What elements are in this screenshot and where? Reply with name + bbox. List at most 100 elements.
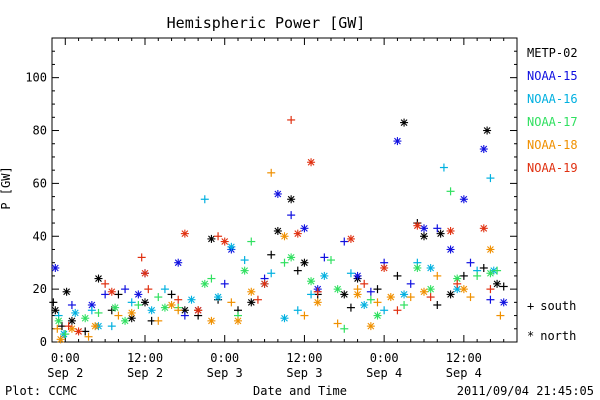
north-point: [260, 279, 269, 288]
north-point: [74, 327, 83, 336]
south-point: [293, 266, 302, 275]
south-point: [114, 290, 123, 299]
north-point: [353, 271, 362, 280]
south-point: [373, 298, 382, 307]
marker-key: + south * north: [527, 299, 576, 343]
south-point: [400, 300, 409, 309]
south-point: [360, 279, 369, 288]
north-point: [400, 290, 409, 299]
north-point: [380, 263, 389, 272]
south-point: [496, 311, 505, 320]
north-point: [207, 316, 216, 325]
north-point: [200, 279, 209, 288]
y-axis-label: P [GW]: [0, 166, 13, 209]
plot-border: [51, 37, 518, 343]
marker-label: south: [540, 299, 576, 313]
north-point: [247, 287, 256, 296]
south-point: [446, 187, 455, 196]
south-point: [486, 295, 495, 304]
north-point: [426, 263, 435, 272]
south-point: [346, 303, 355, 312]
south-point: [293, 306, 302, 315]
marker-key-entry: + south: [527, 299, 576, 313]
x-tick-date-label: Sep 4: [446, 366, 482, 380]
north-point: [420, 232, 428, 241]
north-point: [81, 314, 90, 323]
south-point: [499, 282, 508, 291]
south-point: [486, 174, 495, 183]
legend-entry: NOAA-15: [527, 69, 578, 83]
north-point: [307, 277, 316, 286]
x-tick-date-label: Sep 3: [207, 366, 243, 380]
south-point: [340, 237, 349, 246]
y-tick-label: 60: [33, 176, 47, 190]
north-point: [413, 263, 422, 272]
y-tick-label: 40: [33, 229, 47, 243]
south-point: [160, 285, 169, 294]
legend: METP-02 NOAA-15 NOAA-16 NOAA-17 NOAA-18 NOAA-…: [527, 46, 578, 175]
south-point: [137, 253, 146, 262]
north-point: [67, 316, 76, 325]
north-point: [400, 118, 409, 127]
y-tick-label: 0: [40, 335, 47, 349]
marker-key-entry: * north: [527, 329, 576, 343]
south-point: [214, 232, 223, 241]
north-point: [320, 271, 329, 280]
south-point: [406, 279, 415, 288]
north-point: [287, 253, 296, 262]
south-point: [174, 306, 183, 315]
x-tick-date-label: Sep 2: [127, 366, 163, 380]
south-point: [101, 290, 110, 299]
north-point: [180, 229, 189, 238]
south-point: [393, 271, 402, 280]
plot-credit: Plot: CCMC: [5, 384, 77, 398]
south-point: [61, 330, 70, 339]
north-point: [127, 308, 136, 317]
south-point: [267, 250, 276, 259]
south-point: [473, 271, 482, 280]
timestamp: 2011/09/04 21:45:05: [457, 384, 594, 398]
north-point: [479, 224, 488, 233]
north-point: [366, 322, 375, 331]
south-point: [180, 311, 189, 320]
north-point: [446, 245, 455, 254]
north-point: [220, 237, 229, 246]
south-point: [240, 256, 249, 265]
north-point: [493, 279, 502, 288]
south-point: [247, 237, 256, 246]
north-point: [51, 306, 60, 315]
south-point: [439, 163, 448, 172]
north-point: [214, 293, 223, 302]
south-point: [340, 324, 349, 333]
south-point: [220, 279, 229, 288]
north-point: [499, 298, 508, 307]
marker-symbol: +: [527, 299, 534, 313]
south-point: [174, 295, 183, 304]
south-point: [406, 293, 415, 302]
legend-entry: NOAA-18: [527, 138, 578, 152]
south-point: [486, 285, 495, 294]
north-point: [247, 298, 256, 307]
north-point: [71, 308, 80, 317]
north-point: [413, 221, 422, 230]
north-point: [94, 274, 103, 283]
north-point: [280, 314, 289, 323]
y-tick-label: 80: [33, 124, 47, 138]
south-point: [479, 263, 488, 272]
legend-entry: NOAA-16: [527, 92, 578, 106]
south-point: [280, 258, 289, 267]
north-point: [340, 290, 349, 299]
north-point: [280, 232, 289, 241]
north-point: [51, 263, 60, 272]
x-tick-time-label: 12:00: [286, 351, 322, 365]
x-tick-date-label: Sep 3: [286, 366, 322, 380]
x-tick-time-label: 12:00: [446, 351, 482, 365]
south-point: [466, 258, 475, 267]
south-point: [253, 295, 262, 304]
north-point: [313, 298, 322, 307]
south-point: [207, 274, 216, 283]
south-point: [167, 290, 176, 299]
south-point: [366, 295, 375, 304]
north-point: [459, 285, 468, 294]
